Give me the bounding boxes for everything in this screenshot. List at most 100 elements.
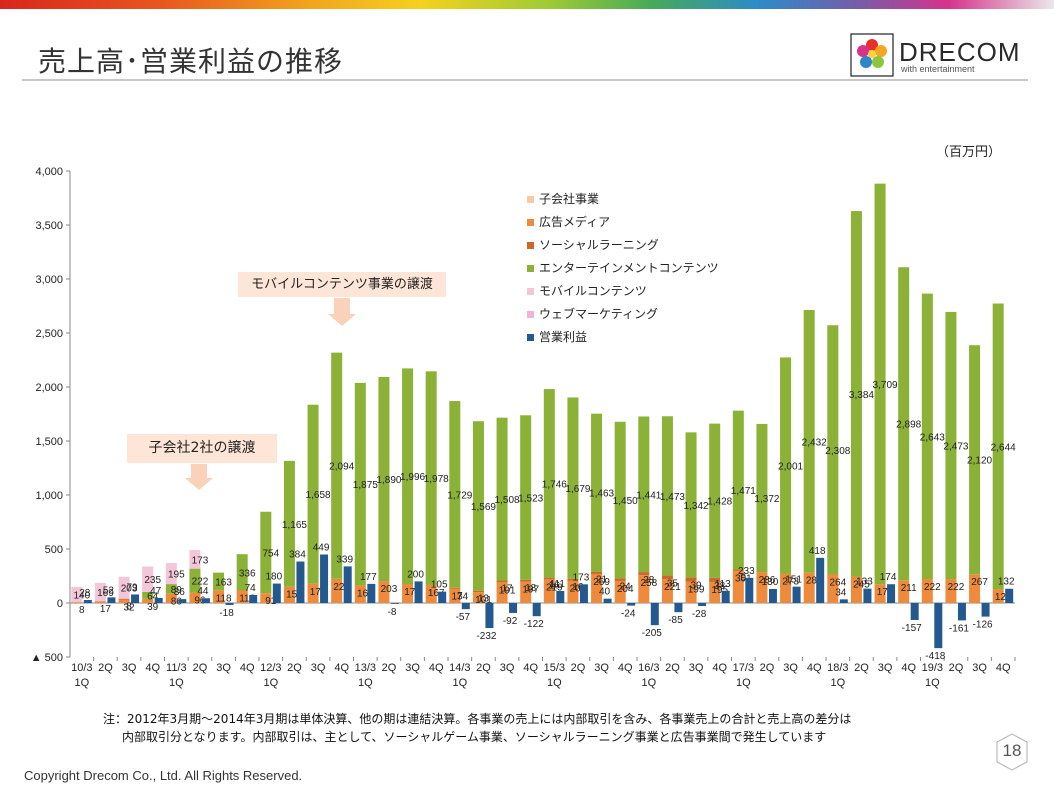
x-tick-label: 18/3 (827, 662, 848, 674)
data-label: 89 (171, 585, 183, 596)
profit-label: 74 (245, 583, 257, 594)
bar-segment (260, 593, 272, 603)
bar-segment (969, 345, 981, 575)
legend-swatch (527, 196, 534, 203)
profit-label: 44 (197, 586, 209, 597)
data-label: 64 (147, 591, 159, 602)
x-tick-label: 3Q (500, 662, 515, 674)
x-tick-label: 3Q (405, 662, 420, 674)
bar-segment (331, 578, 343, 603)
profit-label: 52 (103, 585, 115, 596)
x-tick-label: 2Q (760, 662, 775, 674)
data-label: 173 (192, 555, 209, 566)
data-label: 204 (617, 584, 634, 595)
profit-bar (178, 599, 187, 603)
profit-bar (910, 603, 919, 620)
profit-label: -18 (219, 608, 234, 619)
bar-segment (520, 581, 532, 603)
profit-bar (154, 597, 163, 603)
y-tick-label: 1,000 (35, 490, 63, 502)
profit-label: 130 (762, 577, 779, 588)
profit-bar (343, 566, 352, 603)
profit-bar (721, 590, 730, 603)
data-label: 174 (877, 587, 894, 598)
bar-segment (709, 577, 721, 582)
data-label: 3,384 (849, 390, 874, 401)
bar-segment (425, 584, 437, 603)
data-label: 273 (782, 577, 799, 588)
profit-bar (414, 581, 423, 603)
bar-segment (591, 571, 603, 574)
bar-segment (709, 581, 721, 603)
data-label: 38 (714, 581, 726, 592)
data-label: 245 (853, 580, 870, 591)
profit-bar (839, 599, 848, 603)
profit-label: -122 (524, 619, 544, 630)
x-tick-label: 1Q (830, 677, 845, 689)
profit-bar (1005, 588, 1014, 603)
drecom-logo: DRECOM with entertainment (850, 33, 1030, 77)
bar-segment (685, 432, 697, 578)
x-tick-label: 1Q (169, 677, 184, 689)
profit-bar (768, 588, 777, 603)
data-label: 2,120 (967, 456, 992, 467)
data-label: 129 (995, 592, 1012, 603)
profit-bar (887, 584, 896, 603)
bar-segment (496, 582, 508, 603)
profit-label: -28 (692, 609, 707, 620)
bar-segment (118, 598, 130, 600)
bar-segment (661, 579, 673, 603)
profit-bar (650, 603, 659, 626)
profit-label: -232 (476, 631, 496, 642)
x-tick-label: 1Q (358, 677, 373, 689)
profit-bar (438, 591, 447, 603)
profit-label: 180 (265, 572, 282, 583)
legend-label: ウェブマーケティング (539, 306, 658, 321)
bar-segment (236, 554, 248, 591)
bar-segment (850, 211, 862, 577)
x-tick-label: 1Q (641, 677, 656, 689)
data-label: 2,094 (329, 462, 354, 473)
data-label: 199 (688, 585, 705, 596)
bar-segment (71, 602, 83, 603)
bar-segment (567, 397, 579, 579)
x-tick-label: 3Q (216, 662, 231, 674)
data-label: 167 (428, 588, 445, 599)
bar-segment (165, 584, 177, 594)
x-tick-label: 15/3 (544, 662, 565, 674)
arrow-down-icon (328, 298, 356, 326)
bar-segment (213, 572, 225, 591)
y-tick-label: 500 (45, 544, 63, 556)
data-label: 178 (310, 587, 327, 598)
footnote-line-1: 注：2012年3月期～2014年3月期は単体決算、他の期は連結決算。各事業の売上… (103, 712, 852, 726)
profit-label: 339 (336, 554, 353, 565)
profit-bar (532, 603, 541, 617)
bar-segment (189, 568, 201, 593)
data-label: 1,428 (707, 497, 732, 508)
y-tick-label: 2,500 (35, 328, 63, 340)
x-tick-label: 4Q (523, 662, 538, 674)
x-tick-label: 2Q (665, 662, 680, 674)
x-tick-label: 4Q (712, 662, 727, 674)
profit-label: -157 (902, 623, 922, 634)
data-label: 86 (171, 597, 183, 608)
profit-label: 34 (835, 587, 847, 598)
y-tick-label: 2,000 (35, 382, 63, 394)
logo-wordmark: DRECOM (899, 37, 1021, 67)
legend-swatch (527, 265, 534, 272)
profit-label: 200 (407, 569, 424, 580)
profit-bar (627, 603, 636, 606)
bar-segment (685, 581, 697, 603)
bar-segment (496, 580, 508, 583)
profit-label: 233 (738, 566, 755, 577)
bar-segment (591, 573, 603, 603)
data-label: 176 (404, 587, 421, 598)
data-label: 39 (147, 602, 159, 613)
x-tick-label: 1Q (452, 677, 467, 689)
bar-segment (165, 563, 177, 585)
data-label: 39 (691, 580, 703, 591)
unit-label: （百万円） (936, 145, 1002, 160)
data-label: 191 (499, 585, 516, 596)
profit-bar (556, 591, 565, 603)
bar-segment (661, 416, 673, 576)
